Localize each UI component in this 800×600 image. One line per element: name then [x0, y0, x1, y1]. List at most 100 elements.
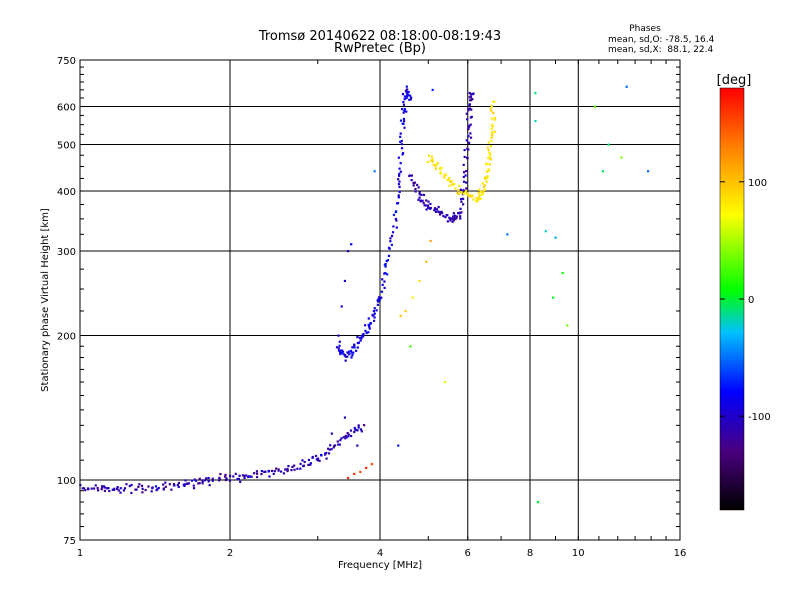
data-point: [348, 350, 351, 353]
data-point: [371, 313, 374, 317]
data-point: [237, 477, 240, 480]
data-point: [260, 469, 264, 473]
data-point: [471, 92, 475, 96]
data-point: [205, 477, 208, 480]
data-point: [253, 472, 256, 475]
data-point: [197, 482, 200, 485]
data-point: [130, 491, 133, 495]
data-point: [347, 433, 350, 436]
data-point: [470, 108, 473, 111]
data-point: [338, 443, 341, 446]
data-point: [399, 162, 402, 165]
data-point: [436, 161, 439, 164]
data-point: [243, 476, 246, 480]
data-point: [544, 230, 547, 233]
data-point: [390, 243, 393, 246]
data-point: [100, 485, 104, 488]
data-point: [463, 191, 466, 194]
data-point: [456, 191, 459, 195]
data-point: [440, 210, 443, 213]
data-point: [351, 354, 354, 357]
data-point: [439, 168, 442, 171]
data-point: [401, 152, 405, 155]
data-point: [211, 479, 214, 482]
data-point: [448, 176, 451, 180]
data-point: [403, 126, 406, 129]
data-point: [338, 344, 341, 347]
data-point: [238, 474, 241, 477]
data-point: [394, 210, 397, 214]
data-point: [340, 437, 343, 440]
data-point: [398, 190, 401, 194]
data-point: [336, 440, 339, 443]
data-point: [309, 462, 312, 465]
data-point: [141, 491, 144, 494]
data-point: [469, 95, 473, 98]
data-point: [483, 185, 486, 188]
data-point: [390, 234, 394, 238]
data-point: [193, 478, 196, 481]
data-point: [459, 191, 462, 194]
data-point: [128, 484, 131, 488]
data-point: [466, 194, 470, 197]
data-point: [333, 444, 337, 447]
data-point: [346, 476, 350, 480]
data-point: [487, 168, 490, 171]
data-point: [429, 159, 433, 162]
data-point: [488, 155, 492, 158]
data-point: [423, 204, 426, 207]
data-point: [207, 480, 210, 483]
data-point: [443, 381, 447, 384]
data-point: [290, 468, 293, 472]
data-point: [280, 470, 283, 473]
data-point: [459, 215, 462, 218]
data-point: [454, 187, 457, 190]
data-point: [340, 351, 343, 355]
data-point: [403, 110, 406, 113]
data-point: [444, 216, 447, 219]
data-point: [94, 484, 97, 487]
data-point: [365, 466, 368, 470]
data-point: [400, 108, 404, 111]
data-point: [431, 88, 434, 92]
data-point: [373, 312, 376, 315]
data-point: [362, 332, 365, 336]
data-point: [462, 203, 465, 206]
data-point: [472, 198, 475, 201]
data-point: [417, 198, 420, 201]
data-point: [451, 183, 454, 186]
data-point: [441, 212, 444, 215]
data-point: [406, 88, 409, 91]
data-point: [103, 489, 107, 492]
data-point: [488, 151, 491, 154]
data-point: [459, 188, 462, 191]
data-point: [363, 424, 366, 427]
data-point: [607, 143, 610, 146]
data-point: [103, 486, 107, 489]
phases-line-o: mean, sd,O: -78.5, 16.4: [608, 35, 715, 45]
x-tick-label: 4: [377, 548, 383, 559]
data-point: [477, 191, 480, 194]
data-point: [373, 307, 376, 310]
data-point: [138, 483, 141, 486]
data-point: [440, 166, 443, 169]
data-point: [439, 171, 443, 174]
data-point: [465, 112, 468, 115]
data-point: [488, 156, 491, 159]
data-point: [239, 480, 242, 483]
x-axis-label: Frequency [MHz]: [338, 560, 422, 571]
data-point: [459, 217, 462, 220]
data-point: [203, 479, 206, 482]
data-point: [487, 141, 490, 144]
data-point: [186, 482, 189, 485]
data-point: [84, 489, 87, 492]
data-point: [425, 199, 428, 202]
data-point: [376, 300, 380, 303]
x-tick-label: 2: [227, 548, 233, 559]
data-point: [367, 324, 371, 327]
data-point: [176, 483, 179, 487]
data-point: [342, 353, 345, 356]
data-point: [117, 489, 120, 492]
data-point: [249, 475, 252, 478]
